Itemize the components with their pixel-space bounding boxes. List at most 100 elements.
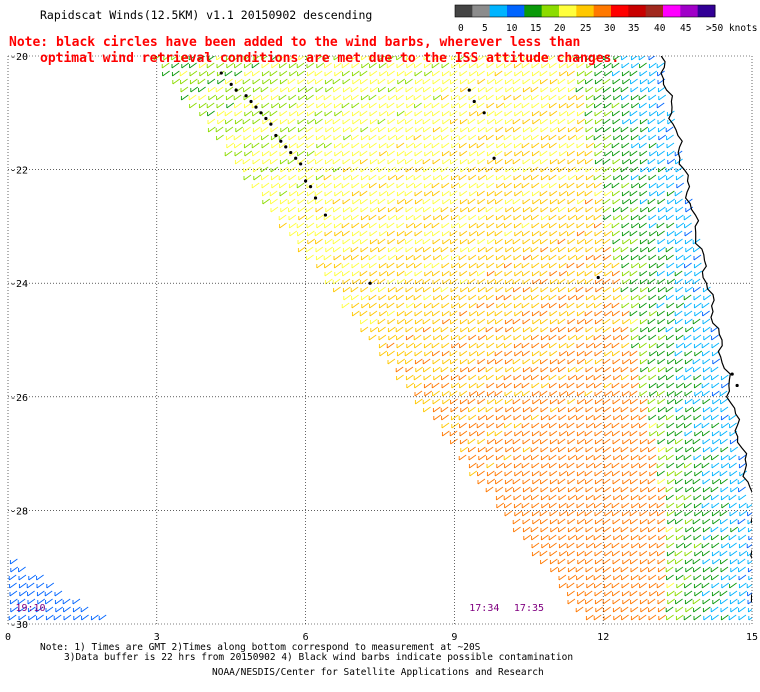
wind-barb <box>279 158 288 165</box>
wind-barb <box>657 590 665 597</box>
wind-barb <box>432 78 441 85</box>
wind-barb <box>639 142 647 149</box>
wind-barb <box>586 302 595 309</box>
wind-barb <box>665 566 674 573</box>
wind-barb <box>324 270 333 277</box>
wind-barb <box>379 350 388 357</box>
contamination-marker <box>313 196 318 200</box>
wind-barb <box>595 126 604 133</box>
wind-barb <box>315 126 324 133</box>
wind-barb <box>323 214 332 221</box>
wind-barb <box>467 238 476 245</box>
wind-barb <box>613 254 622 261</box>
wind-barb <box>505 446 514 453</box>
wind-barb <box>595 446 604 453</box>
wind-barb <box>666 494 674 501</box>
wind-barb <box>522 166 531 173</box>
wind-barb <box>604 590 613 597</box>
wind-barb <box>693 334 702 341</box>
wind-barb <box>603 134 612 141</box>
wind-barb <box>738 574 747 581</box>
wind-barb <box>261 190 270 197</box>
wind-barb <box>423 94 432 101</box>
wind-barb <box>504 102 512 109</box>
wind-barb <box>738 454 747 461</box>
wind-barb <box>540 358 548 365</box>
wind-barb <box>523 214 532 221</box>
wind-barb <box>667 198 676 205</box>
wind-barb <box>316 142 325 149</box>
wind-barb <box>567 406 576 413</box>
wind-barb <box>216 94 224 101</box>
wind-barb <box>368 56 376 61</box>
wind-barb <box>648 262 657 269</box>
wind-barb <box>577 158 586 165</box>
wind-barb <box>476 382 485 389</box>
wind-barb <box>252 158 261 165</box>
wind-barb <box>630 374 639 381</box>
wind-barb <box>631 582 640 589</box>
wind-barb <box>378 56 386 61</box>
wind-barb <box>423 326 431 333</box>
wind-barb <box>342 70 350 77</box>
wind-barb <box>351 70 360 77</box>
contamination-marker <box>244 94 248 98</box>
wind-barb <box>710 446 719 453</box>
wind-barb <box>72 598 81 605</box>
wind-barb <box>611 62 620 69</box>
wind-barb <box>594 182 602 189</box>
wind-barb <box>512 518 521 525</box>
wind-barb <box>656 382 665 389</box>
wind-barb <box>540 326 549 333</box>
wind-barb <box>604 350 613 357</box>
footer-notes-line-2: 3)Data buffer is 22 hrs from 20150902 4)… <box>64 652 573 663</box>
wind-barb <box>297 70 305 77</box>
wind-barb <box>494 470 503 477</box>
wind-barb <box>649 230 658 237</box>
wind-barb <box>630 558 638 565</box>
wind-barb <box>639 222 647 229</box>
wind-barb <box>433 414 442 421</box>
wind-barb <box>496 462 505 469</box>
wind-barb <box>405 286 414 293</box>
wind-barb <box>674 270 683 277</box>
wind-barb <box>693 454 702 461</box>
time-label: 17:35 <box>514 603 544 614</box>
wind-barb <box>242 78 251 85</box>
wind-barb <box>244 110 253 117</box>
wind-barb <box>451 182 460 189</box>
wind-barb <box>603 94 612 101</box>
wind-barb <box>432 406 441 413</box>
wind-barb <box>215 86 224 93</box>
wind-barb <box>712 438 721 445</box>
wind-barb <box>577 598 586 605</box>
wind-barb <box>414 198 423 205</box>
wind-barb <box>351 190 360 197</box>
wind-barb <box>648 166 656 173</box>
wind-barb <box>370 286 379 293</box>
wind-barb <box>603 214 612 221</box>
wind-barb <box>495 494 504 501</box>
wind-barb <box>594 382 602 389</box>
wind-barb <box>703 414 712 421</box>
wind-barb <box>684 430 693 437</box>
wind-barb <box>505 326 514 333</box>
wind-barb <box>486 56 493 61</box>
wind-barb <box>279 102 287 109</box>
wind-barb <box>666 302 675 309</box>
wind-barb <box>360 158 368 165</box>
wind-barb <box>703 534 712 541</box>
colorbar-label: 0 <box>458 23 464 34</box>
wind-barb <box>441 422 450 429</box>
wind-barb <box>305 86 314 93</box>
wind-barb <box>260 126 269 133</box>
wind-barb <box>333 142 342 149</box>
wind-barb <box>35 606 44 613</box>
wind-barb <box>433 334 442 341</box>
wind-barb <box>586 462 595 469</box>
wind-barb <box>620 446 629 453</box>
wind-barb <box>306 62 315 69</box>
wind-barb <box>495 86 504 93</box>
wind-barb <box>198 62 207 69</box>
wind-barb <box>675 174 684 181</box>
